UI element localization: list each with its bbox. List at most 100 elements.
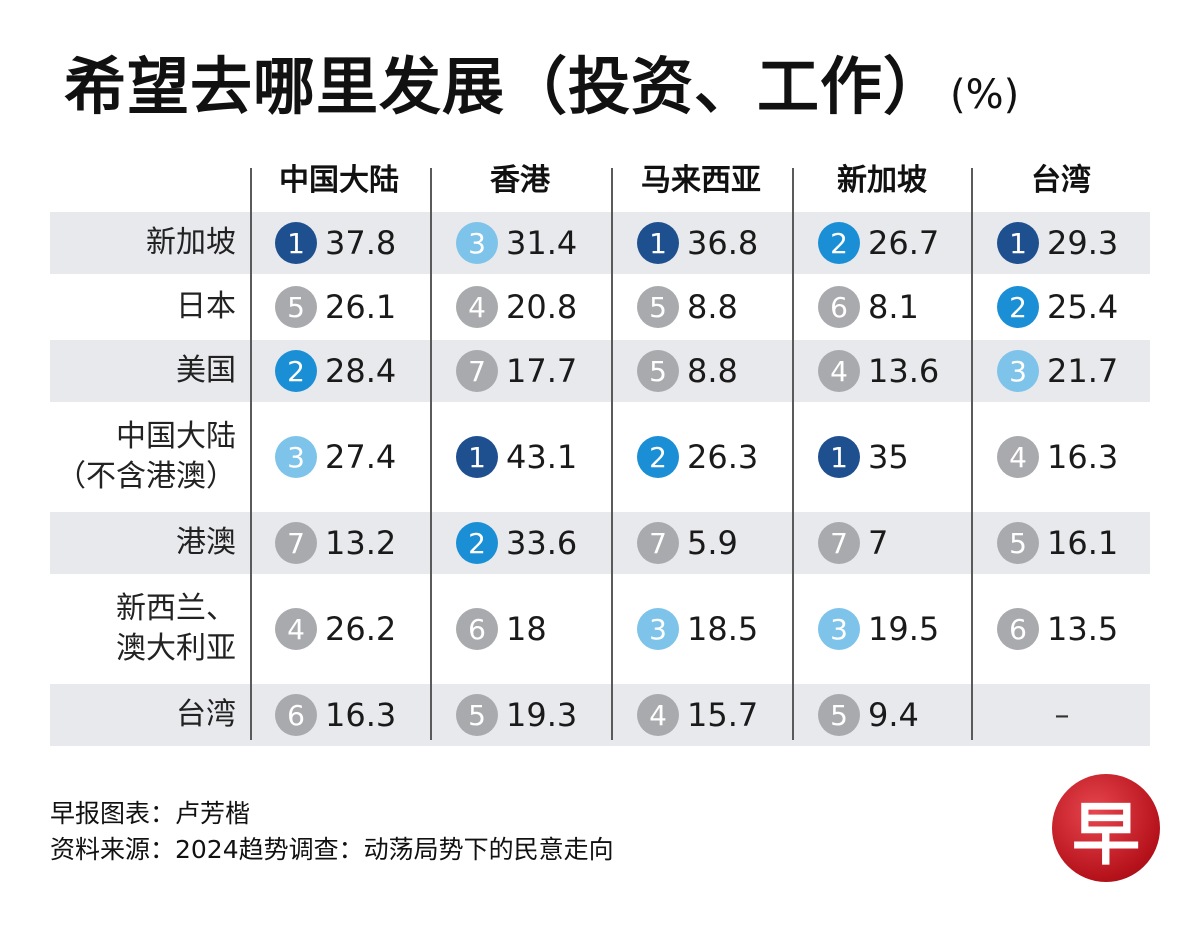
cell-value: 9.4 xyxy=(868,696,919,734)
rank-badge: 7 xyxy=(275,522,317,564)
table-cell: 3 27.4 xyxy=(250,404,430,510)
rank-badge: 2 xyxy=(997,286,1039,328)
rank-badge: 2 xyxy=(456,522,498,564)
table-cell: 4 15.7 xyxy=(612,684,792,746)
cell-value: – xyxy=(1054,697,1070,733)
table-cell: 1 37.8 xyxy=(250,212,430,274)
table-row: 日本 5 26.1 4 20.8 5 8.8 6 8.1 2 25.4 xyxy=(50,276,1150,338)
row-label: 日本 xyxy=(50,276,236,338)
cell-value: 33.6 xyxy=(506,524,578,562)
zaobao-logo: 早 xyxy=(1052,774,1160,882)
cell-value: 7 xyxy=(868,524,889,562)
rank-badge: 5 xyxy=(275,286,317,328)
rank-badge: 1 xyxy=(456,436,498,478)
table-cell: 3 18.5 xyxy=(612,576,792,682)
row-label-line: 美国 xyxy=(176,353,236,388)
table-cell: 5 26.1 xyxy=(250,276,430,338)
column-divider xyxy=(611,168,613,740)
cell-value: 37.8 xyxy=(325,224,397,262)
rank-badge: 7 xyxy=(637,522,679,564)
rank-badge: 1 xyxy=(637,222,679,264)
row-label-line: 港澳 xyxy=(176,525,236,560)
cell-value: 16.1 xyxy=(1047,524,1119,562)
rank-badge: 5 xyxy=(637,350,679,392)
row-label: 港澳 xyxy=(50,512,236,574)
cell-value: 18 xyxy=(506,610,547,648)
rank-badge: 3 xyxy=(637,608,679,650)
table-cell: 4 20.8 xyxy=(431,276,611,338)
rank-badge: 1 xyxy=(275,222,317,264)
table-cell: 2 28.4 xyxy=(250,340,430,402)
table-cell: 3 31.4 xyxy=(431,212,611,274)
cell-value: 26.3 xyxy=(687,438,759,476)
cell-value: 28.4 xyxy=(325,352,397,390)
table-cell: 2 33.6 xyxy=(431,512,611,574)
cell-value: 31.4 xyxy=(506,224,578,262)
table-cell: 5 8.8 xyxy=(612,340,792,402)
column-divider xyxy=(792,168,794,740)
rank-badge: 1 xyxy=(997,222,1039,264)
table-cell: 4 26.2 xyxy=(250,576,430,682)
cell-value: 29.3 xyxy=(1047,224,1119,262)
row-label-line: 澳大利亚 xyxy=(116,631,236,666)
cell-value: 21.7 xyxy=(1047,352,1119,390)
cell-value: 8.1 xyxy=(868,288,919,326)
table-cell: 5 19.3 xyxy=(431,684,611,746)
table-row: 港澳 7 13.2 2 33.6 7 5.9 7 7 5 16.1 xyxy=(50,512,1150,574)
table-row: 台湾 6 16.3 5 19.3 4 15.7 5 9.4– xyxy=(50,684,1150,746)
rank-badge: 2 xyxy=(818,222,860,264)
cell-value: 36.8 xyxy=(687,224,759,262)
table-cell: 6 8.1 xyxy=(793,276,973,338)
table-row: 新西兰、 澳大利亚 4 26.2 6 18 3 18.5 3 19.5 6 13.5 xyxy=(50,576,1150,682)
column-divider xyxy=(250,168,252,740)
table-cell: 1 29.3 xyxy=(972,212,1152,274)
cell-value: 20.8 xyxy=(506,288,578,326)
rank-badge: 6 xyxy=(997,608,1039,650)
row-label: 新加坡 xyxy=(50,212,236,274)
rank-badge: 5 xyxy=(997,522,1039,564)
rank-badge: 2 xyxy=(637,436,679,478)
data-table: 中国大陆 香港 马来西亚 新加坡 台湾 新加坡 1 37.8 3 31.4 1 36.8 2 26.7 1… xyxy=(50,150,1150,748)
cell-value: 8.8 xyxy=(687,352,738,390)
footer: 早报图表：卢芳楷 资料来源：2024趋势调查：动荡局势下的民意走向 xyxy=(50,796,614,868)
rank-badge: 4 xyxy=(997,436,1039,478)
table-cell: 5 8.8 xyxy=(612,276,792,338)
table-cell: 2 26.7 xyxy=(793,212,973,274)
rank-badge: 3 xyxy=(275,436,317,478)
cell-value: 18.5 xyxy=(687,610,759,648)
rank-badge: 3 xyxy=(818,608,860,650)
cell-value: 16.3 xyxy=(1047,438,1119,476)
rank-badge: 4 xyxy=(637,694,679,736)
table-body: 新加坡 1 37.8 3 31.4 1 36.8 2 26.7 1 29.3 日本 5 26.1 4 20.8… xyxy=(50,212,1150,746)
table-cell: 3 19.5 xyxy=(793,576,973,682)
cell-value: 27.4 xyxy=(325,438,397,476)
cell-value: 35 xyxy=(868,438,909,476)
table-cell: 5 9.4 xyxy=(793,684,973,746)
cell-value: 17.7 xyxy=(506,352,578,390)
row-label-line: （不含港澳） xyxy=(56,459,236,494)
cell-value: 13.6 xyxy=(868,352,940,390)
table-cell: – xyxy=(972,684,1152,746)
cell-value: 26.1 xyxy=(325,288,397,326)
chart-title-unit: (%) xyxy=(950,72,1020,118)
rank-badge: 4 xyxy=(275,608,317,650)
column-header: 新加坡 xyxy=(837,163,927,198)
cell-value: 25.4 xyxy=(1047,288,1119,326)
row-label-line: 日本 xyxy=(176,289,236,324)
column-header: 台湾 xyxy=(1031,163,1091,198)
cell-value: 15.7 xyxy=(687,696,759,734)
rank-badge: 4 xyxy=(818,350,860,392)
row-label: 中国大陆 （不含港澳） xyxy=(50,404,236,510)
row-label: 新西兰、 澳大利亚 xyxy=(50,576,236,682)
rank-badge: 4 xyxy=(456,286,498,328)
table-cell: 4 13.6 xyxy=(793,340,973,402)
row-label-line: 新西兰、 xyxy=(116,591,236,626)
rank-badge: 1 xyxy=(818,436,860,478)
row-label-line: 中国大陆 xyxy=(116,419,236,454)
cell-value: 43.1 xyxy=(506,438,578,476)
cell-value: 26.7 xyxy=(868,224,940,262)
rank-badge: 2 xyxy=(275,350,317,392)
zaobao-logo-glyph: 早 xyxy=(1071,795,1140,875)
rank-badge: 5 xyxy=(456,694,498,736)
